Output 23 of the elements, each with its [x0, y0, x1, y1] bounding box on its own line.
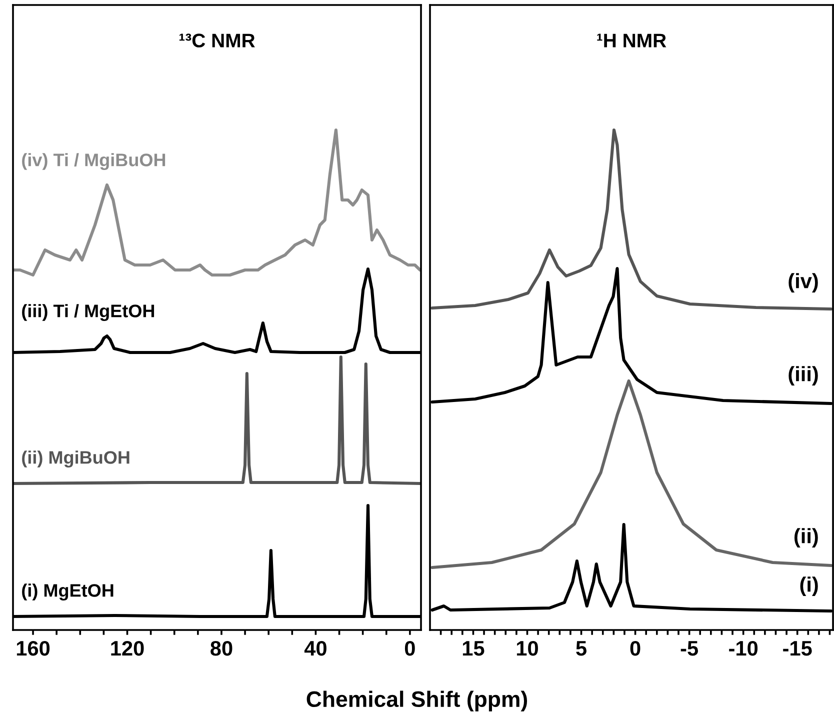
x-tick-label: -15	[783, 641, 812, 656]
series-label: (iii) Ti / MgEtOH	[22, 304, 154, 321]
chart-title: ¹³C NMR	[179, 34, 255, 48]
x-tick-label: 160	[16, 640, 50, 656]
series-label: (ii)	[794, 528, 818, 548]
series-label: (ii) MgiBuOH	[22, 450, 130, 468]
series-label: (i) MgEtOH	[22, 584, 114, 600]
x-tick-label: 5	[576, 641, 586, 656]
x-tick-label: 10	[516, 640, 538, 656]
series-label: (i)	[800, 576, 818, 596]
x-axis-title: Chemical Shift (ppm)	[306, 690, 528, 712]
x-tick-label: 0	[630, 640, 640, 656]
chart-title: ¹H NMR	[597, 34, 666, 48]
x-tick-label: 40	[304, 640, 326, 656]
x-tick-label: -5	[680, 641, 698, 656]
series-label: (iv)	[788, 273, 818, 292]
series-label: (iv) Ti / MgiBuOH	[22, 153, 166, 170]
x-tick-label: 15	[462, 641, 484, 656]
x-tick-label: 120	[111, 640, 144, 656]
series-label: (iii)	[788, 366, 818, 386]
x-tick-label: 80	[210, 640, 232, 656]
x-tick-label: 0	[404, 640, 415, 656]
x-tick-label: -10	[729, 640, 758, 656]
